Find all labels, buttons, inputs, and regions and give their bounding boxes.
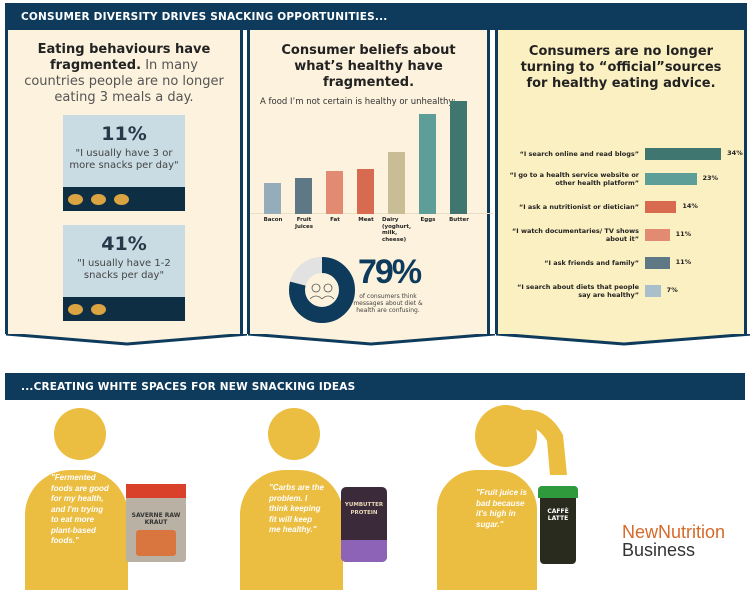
- hbar-row: “I search online and read blogs” 34%: [498, 144, 750, 164]
- panel1-title: Eating behaviours have fragmented. In ma…: [18, 42, 230, 106]
- stat-quote: "I usually have 1-2 snacks per day": [77, 258, 171, 281]
- hbar-label: “I watch documentaries/ TV shows about i…: [511, 227, 639, 243]
- snack-icons: [63, 297, 185, 321]
- bar-label: Eggs: [420, 217, 436, 223]
- stat-79-pct: 79%: [358, 253, 422, 291]
- bar-label: Bacon: [263, 217, 283, 223]
- hbar-row: “I ask a nutritionist or dietician” 14%: [498, 197, 750, 217]
- bar-meat: [357, 169, 374, 214]
- bar-butter: [450, 101, 467, 214]
- hbar-value: 11%: [675, 230, 692, 238]
- panel-point: [247, 334, 496, 346]
- hbar-label: “I go to a health service website or oth…: [509, 171, 639, 187]
- snack-icons: [63, 187, 185, 211]
- donut-chart: [289, 257, 355, 323]
- hbar-label: “I ask friends and family”: [544, 259, 639, 267]
- panel-point: [495, 334, 750, 346]
- person-quote: "Fruit juice is bad because it's high in…: [476, 488, 527, 529]
- panel1-title-bold: Eating behaviours have fragmented.: [37, 42, 211, 73]
- bar-dairy: [388, 152, 405, 214]
- logo-line1: NewNutrition: [622, 522, 726, 542]
- section-header-1: CONSUMER DIVERSITY DRIVES SNACKING OPPOR…: [5, 3, 747, 30]
- snack-icon: [68, 193, 83, 205]
- product-yumbutter: YUMBUTTER PROTEIN: [341, 487, 387, 562]
- product-caffe-latte: CAFFÈ LATTE: [538, 486, 578, 564]
- hbar-row: “I watch documentaries/ TV shows about i…: [498, 225, 750, 245]
- panel3-title: Consumers are no longer turning to “offi…: [520, 44, 722, 91]
- donut-arc: [289, 257, 355, 323]
- product-saverne: SAVERNE RAW KRAUT: [126, 484, 186, 562]
- panel2-title: Consumer beliefs about what’s healthy ha…: [281, 43, 456, 90]
- hbar: [645, 173, 697, 185]
- stat-pct: 41%: [101, 233, 147, 255]
- hbar-value: 7%: [666, 286, 678, 294]
- snack-icon: [91, 303, 106, 315]
- hbar: [645, 201, 677, 213]
- person-arm: [510, 409, 567, 475]
- product-label: YUMBUTTER PROTEIN: [344, 502, 384, 516]
- horizontal-bar-chart: “I search online and read blogs” 34% “I go…: [498, 144, 750, 314]
- people-icon: [309, 283, 335, 300]
- bar-label: Fruit Juices: [294, 217, 314, 230]
- bar-eggs: [419, 114, 436, 214]
- stat-79-text: of consumers think messages about diet &…: [353, 293, 423, 314]
- vertical-bar-chart: Bacon Fruit Juices Fat Meat Dairy (yoghurt, …: [250, 101, 493, 243]
- panel-advice-sources: Consumers are no longer turning to “offi…: [495, 30, 750, 346]
- panel-point: [5, 334, 249, 346]
- stat-card-1-2-snacks: 41% "I usually have 1-2 snacks per day": [63, 225, 185, 321]
- chart-subtitle: A food I’m not certain is healthy or unh…: [260, 97, 456, 107]
- section-header-2: ...CREATING WHITE SPACES FOR NEW SNACKIN…: [5, 373, 745, 400]
- bar-fat: [326, 171, 343, 214]
- panel-eating-behaviours: Eating behaviours have fragmented. In ma…: [5, 30, 249, 346]
- stat-pct: 11%: [101, 123, 147, 145]
- logo-line2: Business: [622, 540, 696, 560]
- person-quote: "Fermented foods are good for my health,…: [51, 473, 109, 545]
- stat-card-3-snacks: 11% "I usually have 3 or more snacks per…: [63, 115, 185, 211]
- panel1-title-rest: In many countries people are no longer e…: [24, 58, 224, 105]
- snack-icon: [91, 193, 106, 205]
- hbar-label: “I search online and read blogs”: [519, 150, 639, 158]
- panel-health-beliefs: Consumer beliefs about what’s healthy ha…: [247, 30, 496, 346]
- hbar: [645, 285, 661, 297]
- hbar-label: “I search about diets that people say ar…: [517, 283, 639, 299]
- snack-icon: [114, 193, 129, 205]
- snack-icon: [68, 303, 83, 315]
- person-head: [54, 408, 106, 460]
- hbar-value: 34%: [727, 149, 743, 157]
- hbar-label: “I ask a nutritionist or dietician”: [518, 203, 639, 211]
- bar-label: Butter: [449, 217, 469, 223]
- bar-label: Dairy (yoghurt, milk, cheese): [382, 217, 412, 243]
- person-quote: "Carbs are the problem. I think keeping …: [269, 483, 324, 534]
- bar-bacon: [264, 183, 281, 214]
- product-label: CAFFÈ LATTE: [547, 508, 569, 522]
- hbar-value: 23%: [702, 174, 719, 182]
- hbar: [645, 229, 670, 241]
- person-head: [268, 408, 320, 460]
- hbar-row: “I search about diets that people say ar…: [498, 281, 750, 301]
- product-label: SAVERNE RAW KRAUT: [131, 512, 181, 526]
- hbar-value: 14%: [682, 202, 698, 210]
- hbar: [645, 148, 722, 160]
- bar-label: Fat: [330, 217, 340, 223]
- hbar-row: “I ask friends and family” 11%: [498, 253, 750, 273]
- stat-quote: "I usually have 3 or more snacks per day…: [69, 148, 179, 171]
- bar-label: Meat: [358, 217, 374, 223]
- logo: NewNutrition Business: [622, 523, 725, 559]
- bar-fruit: [295, 178, 312, 214]
- hbar-value: 11%: [675, 258, 692, 266]
- hbar: [645, 257, 670, 269]
- hbar-row: “I go to a health service website or oth…: [498, 169, 750, 189]
